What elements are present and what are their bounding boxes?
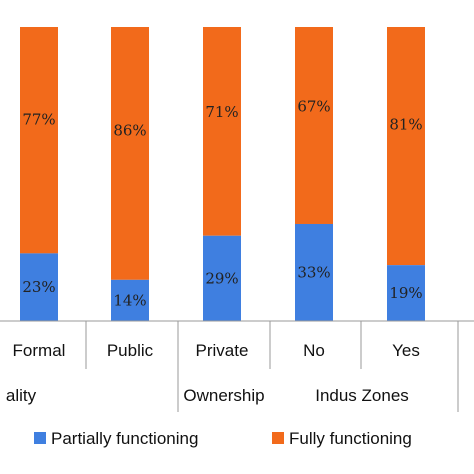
data-label-partially-private: 29% [205, 269, 238, 287]
data-label-fully-public: 86% [113, 122, 146, 140]
data-label-fully-private: 71% [205, 103, 238, 121]
legend-label-1: Fully functioning [289, 429, 412, 448]
bar-partially-yes [387, 265, 425, 321]
bars-layer: 77% 23% 86% 14% 71% 29% 67% 33% 81% 19% [20, 27, 425, 321]
bar-fully-yes [387, 27, 425, 266]
legend-label-0: Partially functioning [51, 429, 198, 448]
bar-fully-private [203, 27, 241, 236]
bar-fully-formal [20, 27, 58, 254]
bar-fully-public [111, 27, 149, 280]
category-label-public: Public [107, 341, 154, 360]
category-label-formal: Formal [13, 341, 66, 360]
group-label-0: ality [6, 386, 37, 405]
data-label-fully-no: 67% [297, 98, 330, 116]
legend-swatch-1 [272, 432, 284, 444]
group-label-1: Ownership [183, 386, 264, 405]
category-label-private: Private [196, 341, 249, 360]
category-label-yes: Yes [392, 341, 420, 360]
data-label-fully-formal: 77% [22, 110, 55, 128]
data-label-partially-yes: 19% [389, 284, 422, 302]
bar-partially-formal [20, 253, 58, 321]
bar-partially-public [111, 279, 149, 321]
bar-partially-no [295, 223, 333, 321]
category-axis: Formal Public Private No Yes ality Ownership In… [0, 320, 474, 412]
data-label-fully-yes: 81% [389, 115, 422, 133]
bar-fully-no [295, 27, 333, 224]
legend: Partially functioning Fully functioning [34, 429, 412, 448]
data-label-partially-no: 33% [297, 263, 330, 281]
legend-swatch-0 [34, 432, 46, 444]
data-label-partially-public: 14% [113, 291, 146, 309]
category-label-no: No [303, 341, 325, 360]
group-label-2: Indus Zones [315, 386, 409, 405]
bar-partially-private [203, 235, 241, 321]
data-label-partially-formal: 23% [22, 278, 55, 296]
